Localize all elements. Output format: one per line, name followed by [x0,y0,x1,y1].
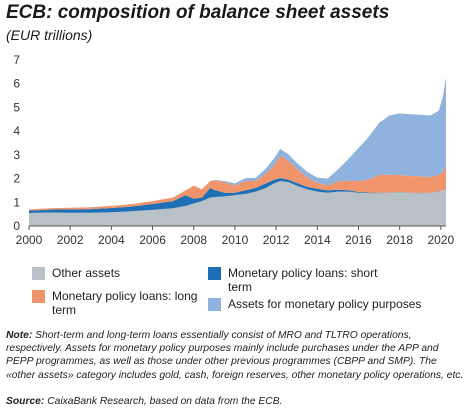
area-other-assets [29,180,446,226]
y-tick-label: 6 [13,77,20,91]
x-tick-label: 2012 [263,233,290,247]
chart-title: ECB: composition of balance sheet assets [6,2,390,23]
note-label: Note: [6,330,33,341]
x-tick-label: 2018 [386,233,413,247]
x-tick-label: 2004 [98,233,125,247]
source-label: Source: [6,396,45,407]
source-body: CaixaBank Research, based on data from t… [44,396,283,407]
legend-other-assets: Other assets [52,266,121,280]
note-body: Short-term and long-term loans essential… [6,330,464,381]
area-mp-long [29,155,446,211]
y-tick-label: 1 [13,195,20,209]
legend-swatch-app-assets [208,298,221,311]
x-tick-label: 2016 [345,233,372,247]
legend-swatch-mp-short [208,267,221,280]
stacked-area-chart: 0 1 2 3 4 5 6 7 2000 2002 2004 2006 2008 2010 2012 2014… [13,53,454,247]
area-mp-short [29,178,446,213]
x-tick-label: 2010 [222,233,249,247]
note-text: Note: Short-term and long-term loans ess… [6,329,468,382]
y-tick-label: 5 [13,100,20,114]
area-series-group [29,77,446,226]
x-tick-label: 2008 [180,233,207,247]
x-tick-label: 2020 [428,233,455,247]
chart-subtitle: (EUR trillions) [6,27,93,43]
legend-app-assets: Assets for monetary policy purposes [228,297,422,311]
legend-mp-short: Monetary policy loans: short term [228,266,378,294]
y-tick-label: 3 [13,148,20,162]
area-app-assets [29,77,446,210]
y-tick-label: 7 [13,53,20,67]
legend-mp-long: Monetary policy loans: long term [52,289,198,317]
x-tick-label: 2014 [304,233,331,247]
y-tick-label: 0 [13,219,20,233]
x-tick-label: 2006 [139,233,166,247]
y-tick-label: 4 [13,124,20,138]
x-tick-label: 2000 [16,233,43,247]
legend-swatch-mp-long [32,290,45,303]
source-text: Source: CaixaBank Research, based on dat… [6,396,282,407]
x-tick-label: 2002 [57,233,84,247]
legend-swatch-other-assets [32,267,45,280]
y-tick-label: 2 [13,172,20,186]
axes-group: 0 1 2 3 4 5 6 7 2000 2002 2004 2006 2008 2010 2012 2014… [13,53,454,247]
